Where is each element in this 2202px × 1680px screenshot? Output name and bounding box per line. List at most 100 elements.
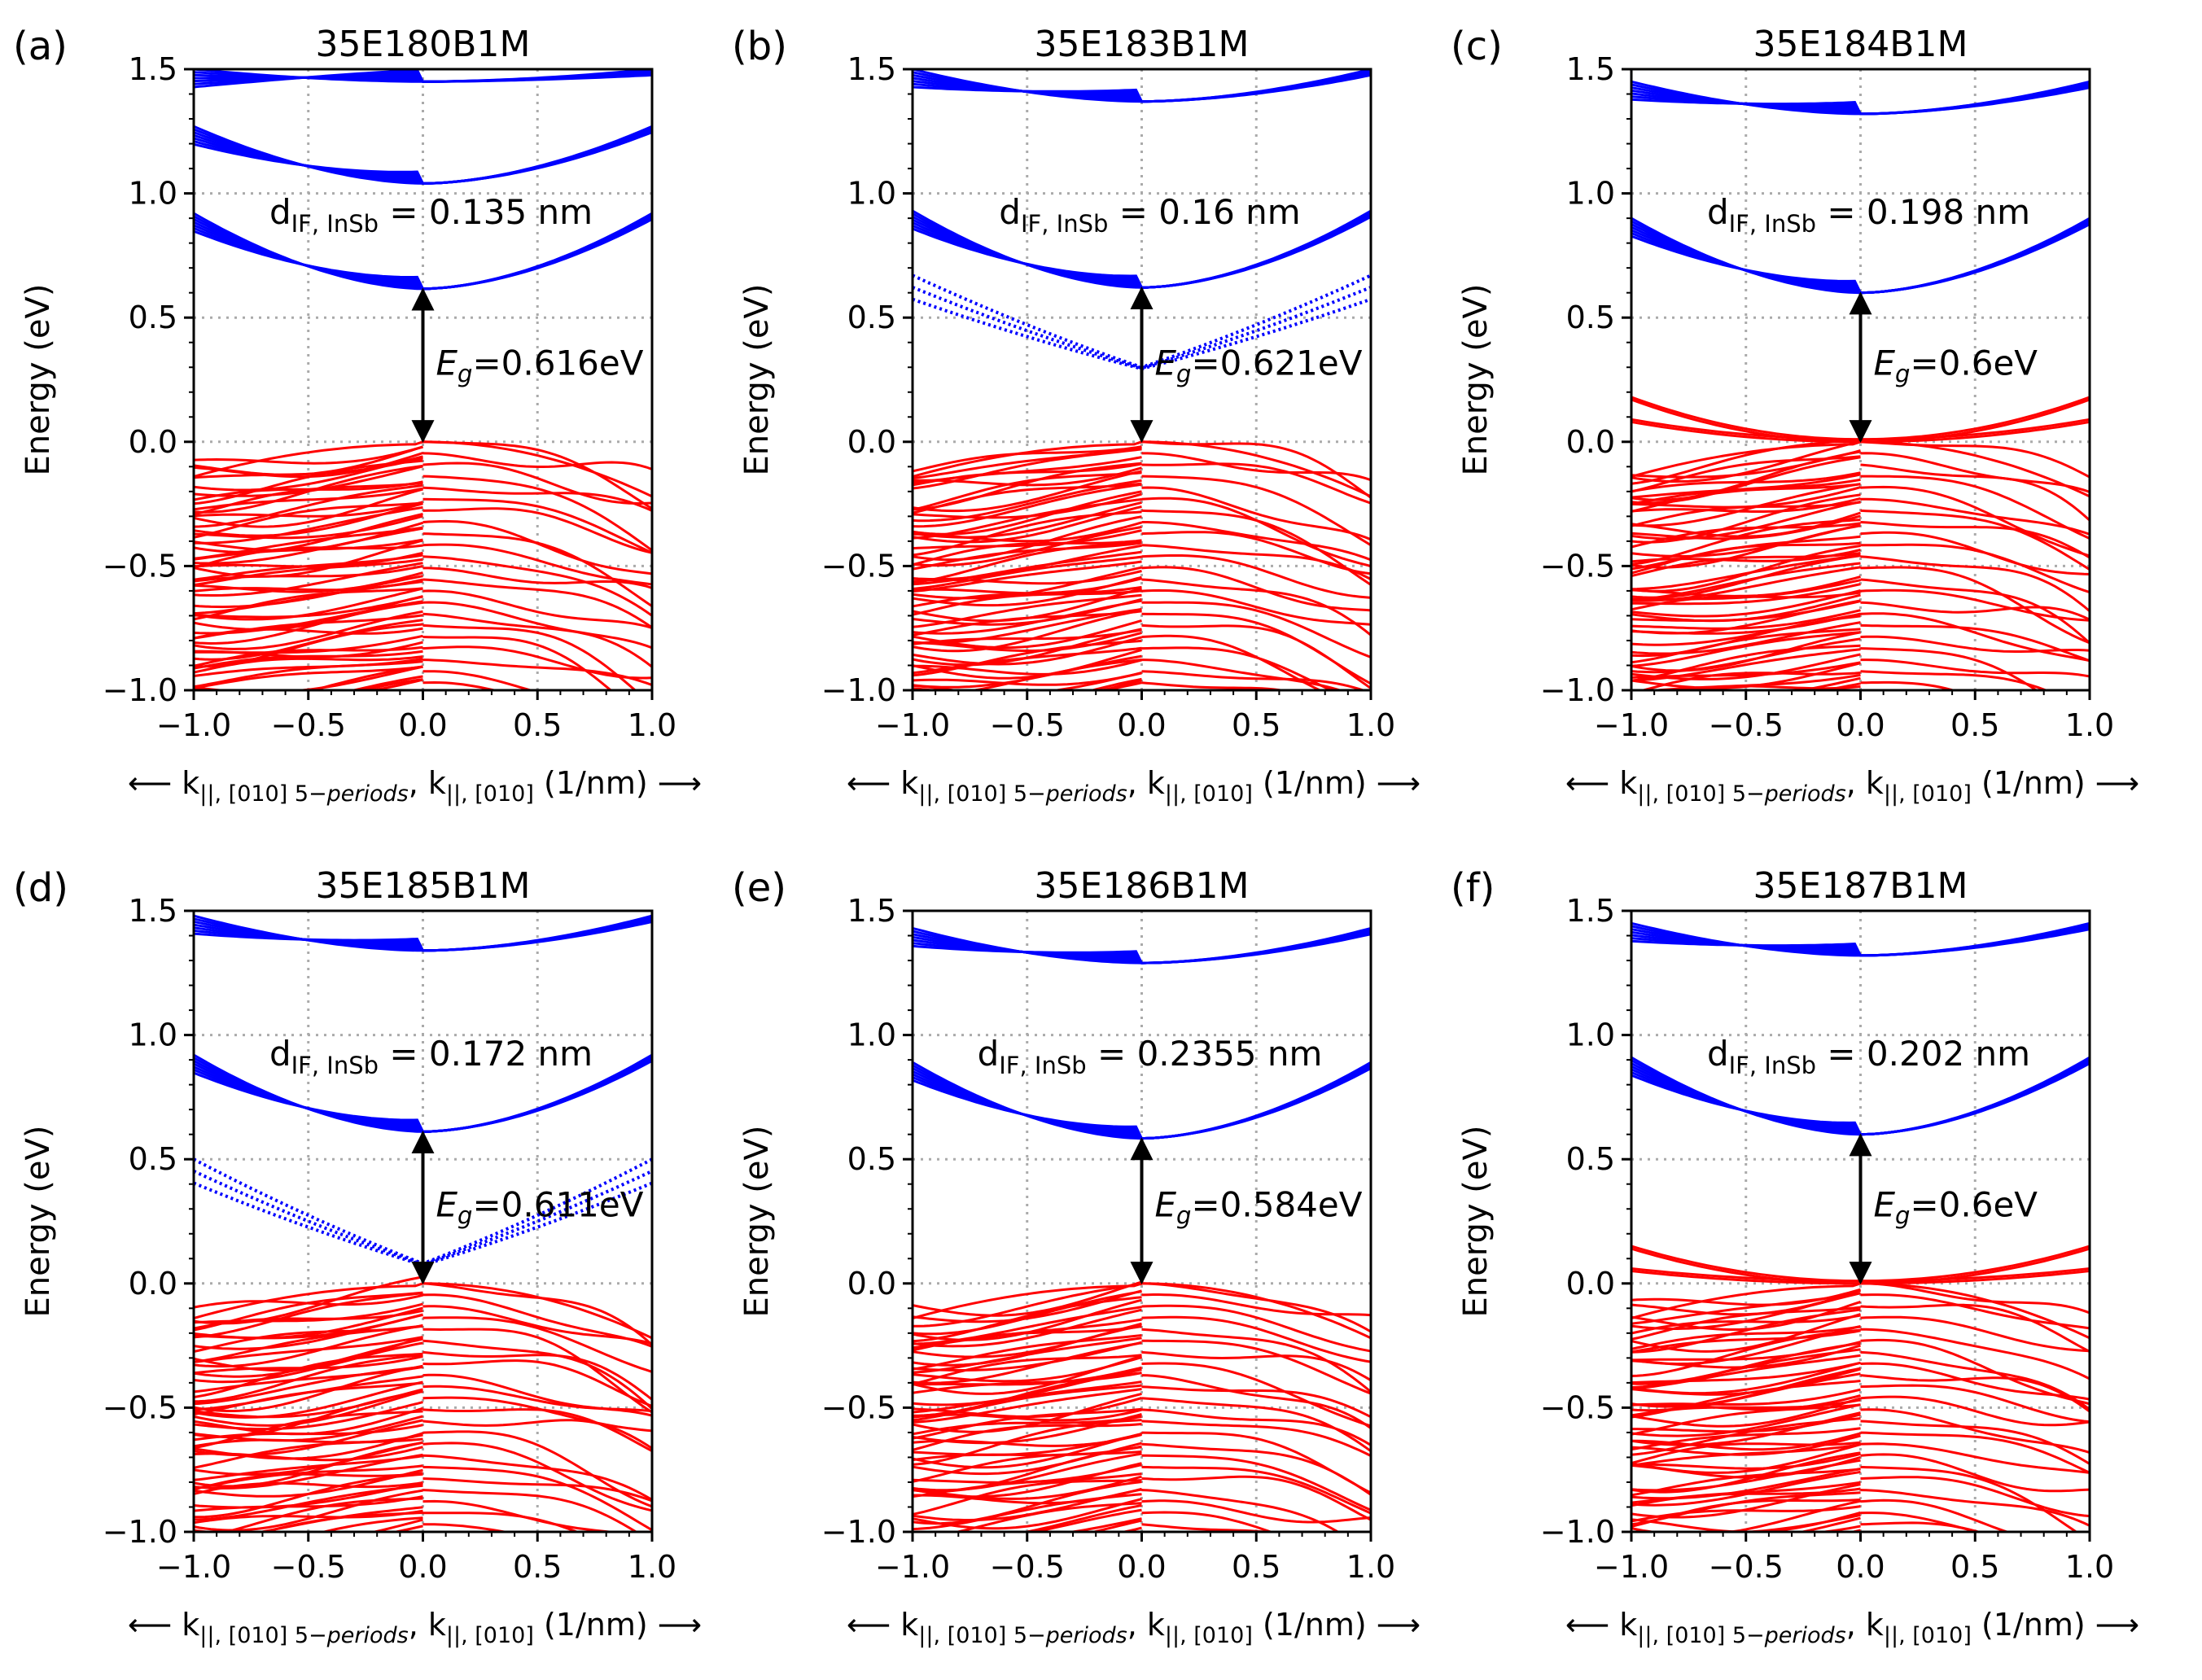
plot-area — [194, 69, 652, 690]
x-tick-label: 1.0 — [1346, 1549, 1395, 1585]
valence-band-line — [1631, 1393, 1861, 1411]
valence-band-line — [1631, 541, 1861, 575]
valence-band-line — [194, 505, 423, 545]
valence-band-line — [913, 1280, 1142, 1317]
valence-bands — [913, 1280, 1371, 1532]
valence-band-line — [422, 1442, 652, 1512]
valence-band-line — [913, 555, 1142, 590]
valence-band-line — [422, 1328, 652, 1414]
valence-band-line — [913, 1433, 1142, 1456]
valence-band-line — [1141, 1374, 1371, 1429]
valence-band-line — [913, 560, 1142, 593]
valence-band-line — [194, 1354, 423, 1403]
y-tick-label: 0.0 — [129, 1266, 177, 1302]
y-tick-label: 1.5 — [1566, 893, 1615, 929]
valence-band-line — [1631, 1398, 1861, 1417]
valence-band-line — [913, 631, 1142, 652]
valence-band-line — [1141, 578, 1371, 637]
interface-distance-annotation: dIF, InSb = 0.2355 nm — [978, 1034, 1323, 1079]
valence-band-line — [1860, 463, 2090, 522]
valence-band-line — [913, 672, 1142, 690]
valence-band-line — [194, 1424, 423, 1442]
valence-band-line — [1860, 509, 2090, 571]
valence-band-line — [194, 610, 423, 650]
valence-band-line — [194, 678, 423, 690]
valence-band-line — [1860, 1420, 2090, 1465]
y-tick-label: −0.5 — [821, 1389, 896, 1425]
y-tick-label: −0.5 — [821, 548, 896, 584]
x-tick-label: 1.0 — [2065, 707, 2114, 743]
valence-band-line — [308, 665, 423, 690]
valence-band-line — [194, 1309, 423, 1330]
valence-band-line — [194, 488, 423, 528]
interface-distance-annotation: dIF, InSb = 0.202 nm — [1707, 1034, 2030, 1079]
valence-band-line — [1631, 661, 1861, 679]
valence-band-line — [1631, 637, 1861, 674]
valence-band-line — [913, 593, 1142, 628]
valence-band-line — [422, 1419, 652, 1450]
valence-band-line — [194, 553, 423, 581]
valence-band-line — [1631, 1314, 1861, 1335]
valence-band-line — [1631, 562, 1861, 602]
valence-band-line — [913, 1432, 1142, 1469]
valence-band-line — [422, 578, 652, 629]
valence-band-line — [422, 680, 500, 690]
conduction-band-line — [1631, 928, 2090, 957]
valence-band-line — [194, 650, 423, 670]
valence-band-line — [422, 1293, 652, 1348]
y-tick-label: −0.5 — [103, 548, 177, 584]
conduction-bands — [1631, 921, 2090, 1136]
y-tick-label: 1.5 — [129, 51, 177, 87]
y-axis-label: Energy (eV) — [20, 284, 57, 476]
y-tick-label: 0.5 — [129, 300, 177, 335]
y-tick-label: 0.5 — [847, 1141, 896, 1177]
valence-band-line — [422, 1489, 639, 1532]
valence-band-line — [1860, 601, 2090, 621]
valence-band-line — [1860, 588, 2090, 622]
valence-band-line — [1631, 589, 1861, 618]
valence-band-line — [913, 1423, 1142, 1451]
y-tick-label: 0.0 — [129, 424, 177, 460]
valence-band-line — [221, 1497, 423, 1532]
valence-band-line — [913, 515, 1142, 562]
valence-band-line — [422, 612, 652, 668]
valence-band-line — [1860, 1476, 2090, 1518]
valence-band-line — [194, 1364, 423, 1412]
x-tick-label: 1.0 — [1346, 707, 1395, 743]
x-tick-label: −1.0 — [875, 1549, 950, 1585]
valence-band-line — [1860, 543, 2090, 594]
interface-distance-annotation: dIF, InSb = 0.198 nm — [1707, 192, 2030, 238]
y-tick-label: 0.5 — [129, 1141, 177, 1177]
valence-band-line — [194, 1453, 423, 1490]
y-tick-label: 0.0 — [847, 424, 896, 460]
panel-title: 35E184B1M — [1753, 24, 1968, 65]
valence-band-line — [1631, 644, 1861, 682]
x-tick-label: 1.0 — [628, 707, 676, 743]
valence-band-line — [194, 1437, 423, 1469]
valence-band-line — [348, 675, 423, 690]
valence-band-line — [422, 452, 652, 470]
valence-band-line — [194, 601, 423, 645]
valence-band-line — [1631, 1354, 1861, 1390]
valence-band-line — [194, 538, 423, 561]
valence-band-line — [913, 1341, 1142, 1372]
panel-title: 35E187B1M — [1753, 865, 1968, 907]
x-tick-label: 0.0 — [1836, 707, 1885, 743]
valence-band-line — [1631, 628, 1861, 664]
valence-band-line — [1141, 544, 1371, 580]
panel-label: (d) — [13, 865, 68, 911]
valence-band-line — [1631, 483, 1861, 527]
valence-band-line — [194, 1446, 423, 1462]
ticks: −1.0 −0.5 0.0 0.5 1.0 −1.0 −0.5 0.0 0.5 1.0 1.5 — [1540, 51, 2115, 743]
valence-band-line — [1141, 1420, 1371, 1457]
valence-band-line — [194, 1341, 423, 1384]
y-tick-label: −1.0 — [821, 1514, 896, 1550]
x-tick-label: −0.5 — [1709, 707, 1784, 743]
valence-band-line — [913, 526, 1142, 567]
x-tick-label: −1.0 — [156, 707, 231, 743]
valence-band-line — [1860, 555, 2090, 612]
x-tick-label: −0.5 — [271, 1549, 346, 1585]
band-gap-annotation: Eg=0.6eV — [1874, 343, 2038, 387]
valence-band-line — [422, 1477, 652, 1503]
interface-distance-annotation: dIF, InSb = 0.172 nm — [269, 1034, 593, 1079]
